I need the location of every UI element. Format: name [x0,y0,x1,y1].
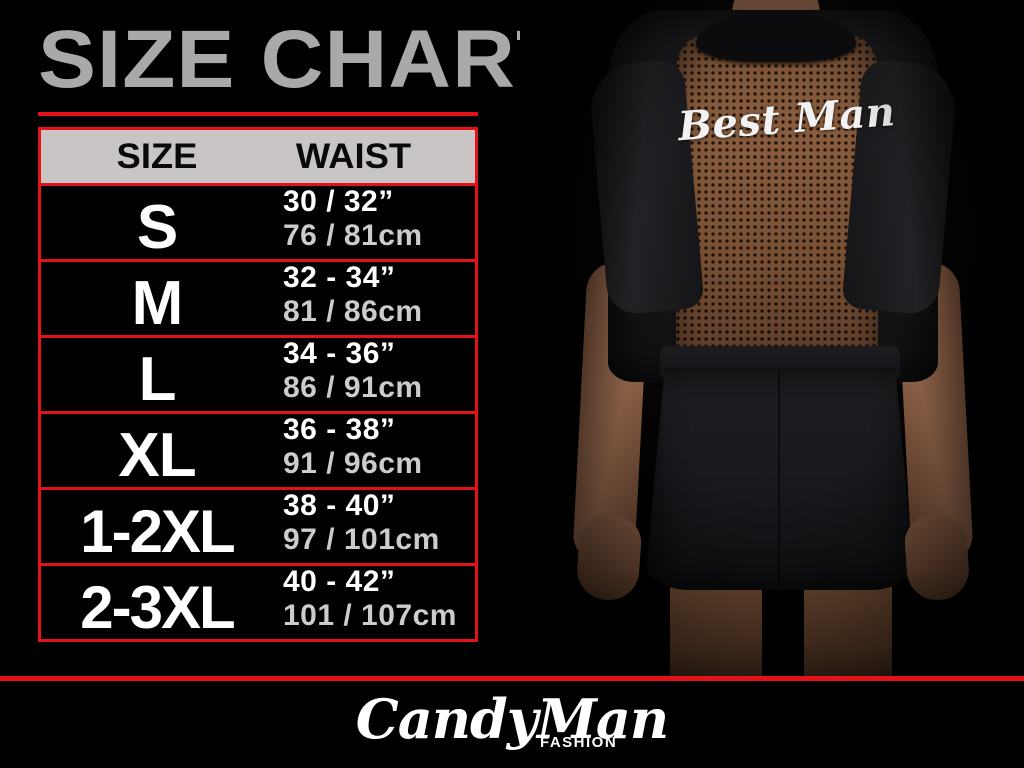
waist-values: 34 - 36” 86 / 91cm [283,337,475,411]
waist-inches: 36 - 38” [283,413,396,446]
footer: CandyMan FASHION [0,681,1024,768]
waist-values: 32 - 34” 81 / 86cm [283,261,475,335]
size-label: XL [118,421,196,490]
table-header-row: SIZE WAIST [41,127,475,186]
size-label: 2-3XL [80,574,235,641]
size-label: M [131,269,184,338]
table-row: S 30 / 32” 76 / 81cm [41,185,475,262]
model-hand-right [903,513,971,603]
waist-centimeters: 91 / 96cm [283,447,423,480]
brand-logo: CandyMan FASHION [322,687,702,763]
waist-centimeters: 101 / 107cm [283,599,457,632]
waist-inches: 32 - 34” [283,261,396,294]
waist-centimeters: 97 / 101cm [283,523,440,556]
table-row: L 34 - 36” 86 / 91cm [41,337,475,414]
table-row: M 32 - 34” 81 / 86cm [41,261,475,338]
waist-inches: 40 - 42” [283,565,396,598]
table-row: XL 36 - 38” 91 / 96cm [41,413,475,490]
page-title: SIZE CHART [38,14,571,105]
waist-centimeters: 76 / 81cm [283,219,423,252]
size-label: S [136,193,178,262]
footer-divider-rule [0,676,1024,681]
brand-tagline: FASHION [540,734,618,751]
garment-skirt [646,368,914,590]
waist-inches: 38 - 40” [283,489,396,522]
column-header-size: SIZE [116,137,198,176]
size-label: L [138,345,177,414]
size-table: SIZE WAIST S 30 / 32” 76 / 81cm M 32 - 3… [38,127,478,642]
waist-inches: 30 / 32” [283,185,394,218]
title-underline-rule [38,112,478,116]
garment-collar [696,14,856,62]
garment-mesh-back-panel [676,36,878,366]
table-row: 2-3XL 40 - 42” 101 / 107cm [41,565,475,642]
model-hand-left [575,513,643,603]
waist-values: 40 - 42” 101 / 107cm [283,565,475,639]
garment-skirt-seam [778,372,780,586]
waist-values: 38 - 40” 97 / 101cm [283,489,475,563]
brand-name: CandyMan [355,687,669,751]
size-label: 1-2XL [80,498,235,565]
product-photo: Best Man [520,0,1024,678]
waist-values: 36 - 38” 91 / 96cm [283,413,475,487]
waist-centimeters: 86 / 91cm [283,371,423,404]
size-chart-panel: SIZE CHART SIZE WAIST S 30 / 32” 76 / 81… [0,0,571,678]
waist-values: 30 / 32” 76 / 81cm [283,185,475,259]
column-header-waist: WAIST [295,137,412,176]
waist-centimeters: 81 / 86cm [283,295,423,328]
table-row: 1-2XL 38 - 40” 97 / 101cm [41,489,475,566]
waist-inches: 34 - 36” [283,337,396,370]
